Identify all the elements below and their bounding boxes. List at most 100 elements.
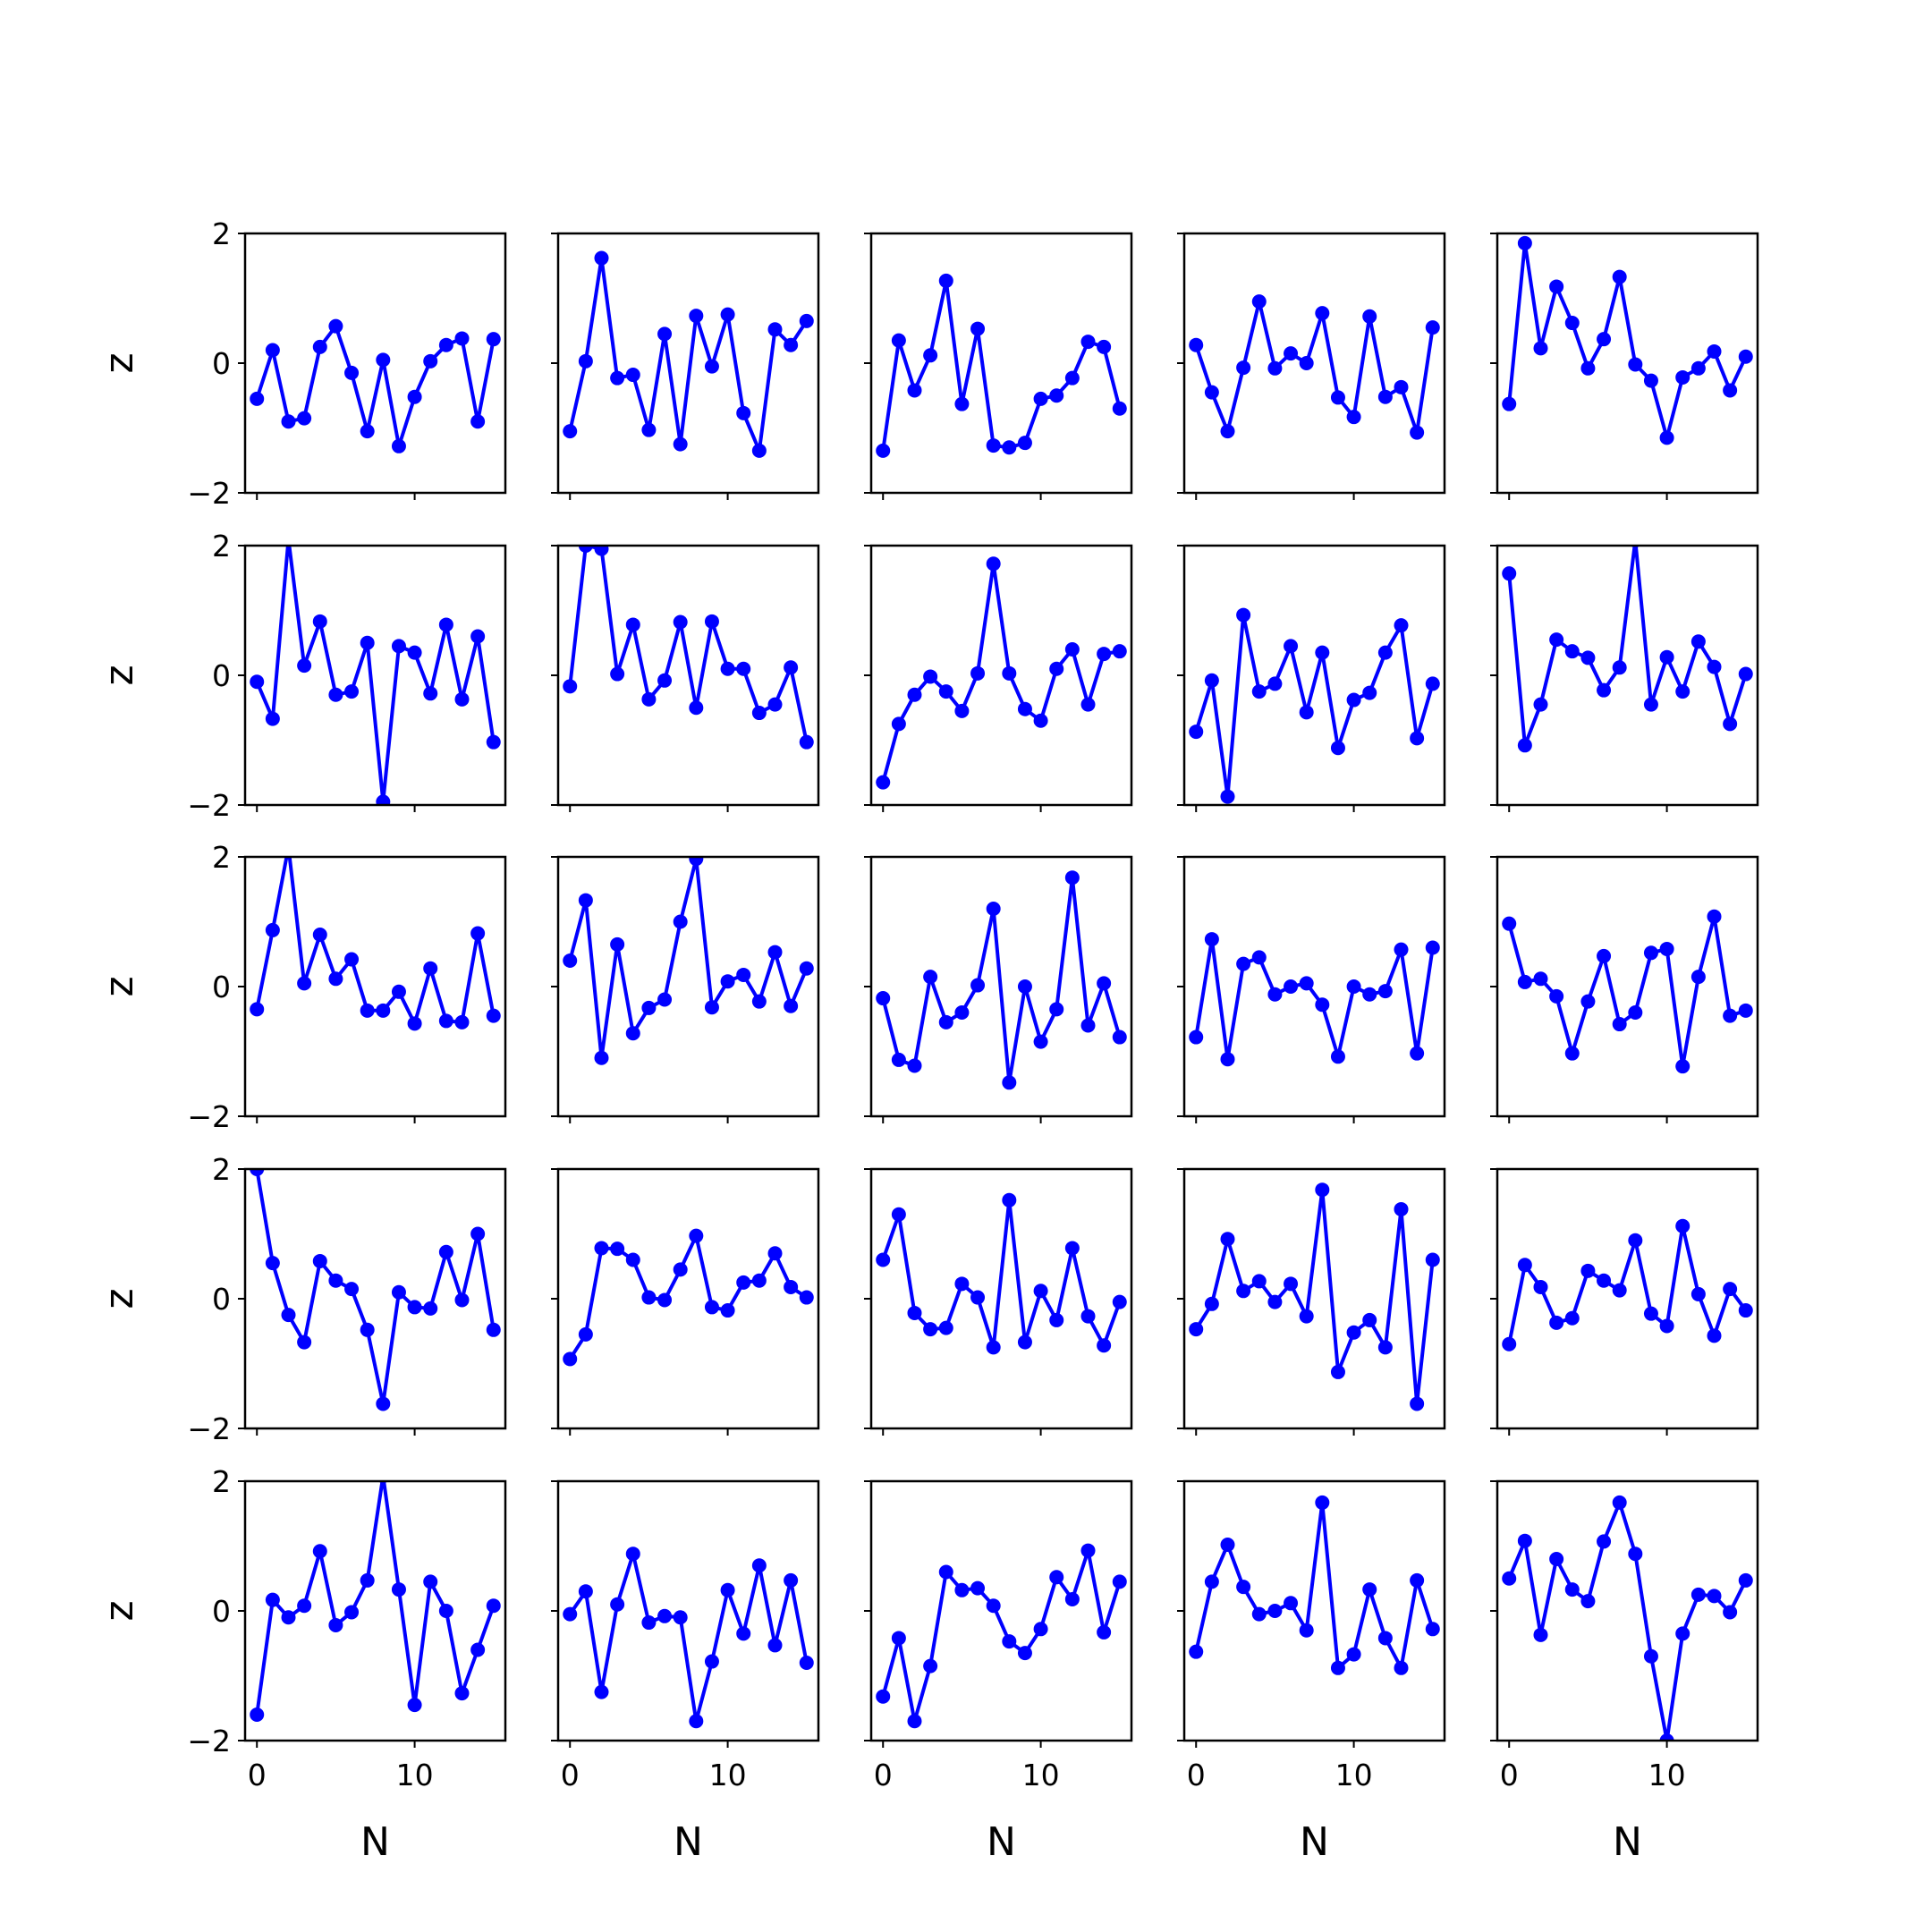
data-point — [1204, 1574, 1219, 1589]
series-line — [568, 857, 809, 1060]
data-point — [938, 1320, 953, 1335]
data-point — [1284, 639, 1299, 654]
data-point — [1236, 956, 1251, 971]
data-point — [891, 716, 906, 732]
data-point — [1284, 346, 1299, 361]
subplot-4-3 — [864, 1167, 1133, 1436]
data-point — [1362, 1582, 1377, 1597]
data-point — [1549, 632, 1564, 648]
data-point — [1017, 436, 1032, 451]
data-point — [720, 1303, 735, 1318]
data-point — [689, 309, 704, 324]
data-point — [1315, 306, 1330, 321]
data-point — [312, 1253, 327, 1268]
series-line — [1194, 300, 1435, 435]
data-point — [938, 273, 953, 288]
data-point — [610, 1597, 625, 1612]
data-point — [578, 353, 593, 369]
subplot-1-1: −2 0 2 z — [97, 216, 507, 511]
data-point — [657, 326, 673, 342]
data-point — [360, 1572, 375, 1588]
series-group — [1189, 932, 1440, 1067]
series-group — [1502, 1495, 1753, 1741]
data-point — [1315, 997, 1330, 1013]
data-point — [454, 1014, 470, 1030]
axes-frame — [869, 544, 1133, 807]
data-point — [784, 337, 799, 352]
series-group — [876, 870, 1127, 1090]
data-point — [907, 687, 922, 702]
data-point — [1097, 976, 1112, 991]
data-point — [986, 438, 1001, 453]
data-point — [610, 666, 625, 682]
data-point — [1220, 789, 1235, 804]
data-point — [1723, 716, 1738, 732]
data-point — [1502, 1571, 1517, 1586]
x-axis-label: N — [360, 1819, 390, 1865]
data-point — [486, 1008, 501, 1023]
series-line — [568, 256, 809, 453]
data-point — [736, 1626, 751, 1641]
data-point — [1394, 1660, 1409, 1675]
data-point — [1189, 1030, 1204, 1045]
data-point — [438, 1604, 453, 1618]
data-point — [1707, 1589, 1722, 1604]
x-axis-label: N — [674, 1819, 703, 1865]
series-line — [1194, 1500, 1435, 1670]
data-point — [1204, 673, 1219, 688]
data-point — [250, 1002, 265, 1017]
data-point — [876, 775, 891, 790]
series-group — [876, 556, 1127, 790]
data-point — [1502, 566, 1517, 581]
series-line — [881, 278, 1122, 452]
y-tick-label: 0 — [212, 1282, 231, 1317]
data-point — [1580, 1263, 1596, 1278]
data-point — [1064, 1591, 1080, 1606]
data-point — [1251, 684, 1267, 699]
data-point — [938, 1564, 953, 1580]
series-line — [255, 546, 496, 804]
data-point — [1690, 360, 1706, 376]
data-point — [312, 614, 327, 629]
data-point — [486, 1598, 501, 1614]
series-line — [881, 876, 1122, 1085]
series-group — [250, 1169, 501, 1411]
y-tick-label: −2 — [187, 1411, 231, 1446]
data-point — [799, 734, 814, 750]
data-point — [438, 337, 453, 352]
data-point — [470, 1226, 486, 1241]
data-point — [657, 992, 673, 1007]
data-point — [563, 679, 578, 694]
data-point — [970, 321, 986, 336]
data-point — [1002, 440, 1017, 455]
data-point — [1002, 1634, 1017, 1649]
data-point — [704, 1654, 719, 1669]
series-line — [1507, 241, 1748, 440]
data-point — [1299, 1623, 1314, 1638]
data-point — [1675, 1626, 1690, 1641]
data-point — [376, 794, 391, 805]
data-point — [1189, 1322, 1204, 1337]
data-point — [1659, 1318, 1674, 1334]
subplot-5-1: −2 0 2 0 10 z N — [97, 1464, 507, 1865]
data-point — [1377, 1631, 1393, 1646]
data-point — [1033, 1034, 1048, 1049]
data-point — [1112, 1294, 1127, 1309]
data-point — [1330, 1049, 1345, 1064]
data-point — [657, 673, 673, 688]
data-point — [391, 639, 406, 654]
subplot-5-4: 0 10N — [1177, 1479, 1446, 1865]
data-point — [250, 391, 265, 406]
data-point — [563, 953, 578, 968]
data-point — [578, 1584, 593, 1599]
x-axis-label: N — [1300, 1819, 1329, 1865]
data-point — [1690, 634, 1706, 649]
data-point — [1017, 1335, 1032, 1350]
data-point — [784, 1279, 799, 1294]
data-point — [1533, 1627, 1548, 1642]
data-point — [1002, 665, 1017, 681]
data-point — [1064, 642, 1080, 657]
data-point — [1643, 1648, 1658, 1664]
data-point — [673, 614, 688, 630]
